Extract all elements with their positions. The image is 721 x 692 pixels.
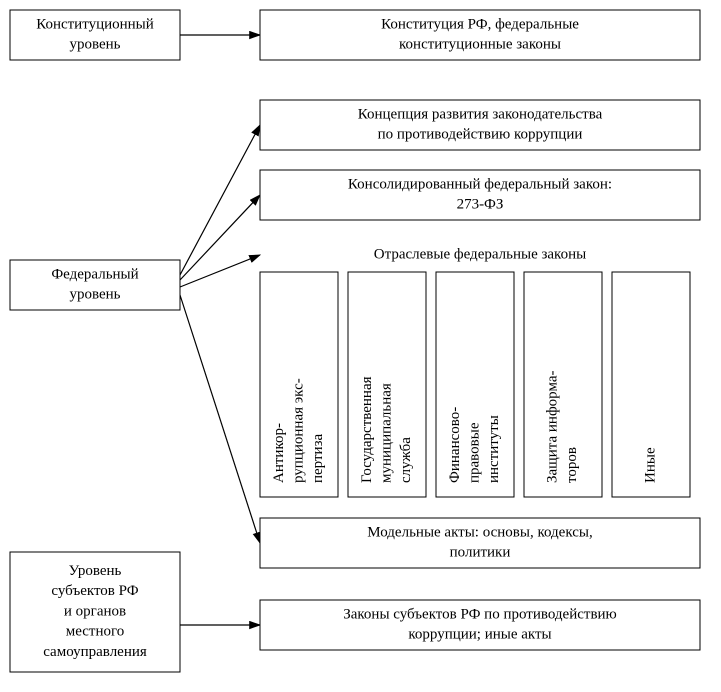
vnode-v3-label: правовые [466,422,482,483]
node-subj_level-label: и органов [64,603,126,619]
node-consolidated: Консолидированный федеральный закон: 273-… [260,170,700,220]
vnode-v2-label: служба [398,437,414,483]
node-const_docs-label: конституционные законы [399,37,561,53]
node-consolidated-label: 273-ФЗ [457,197,504,213]
vnode-v2-label: муниципальная [378,383,394,483]
vnode-v1: Антикор-рупционная экс-пертиза [260,272,338,497]
node-const_docs: Конституция РФ, федеральные конституционн… [260,10,700,60]
vnode-v3: Финансово-правовыеинституты [436,272,514,497]
vnode-v4-label: Защита информа- [545,371,561,484]
node-model_acts-label: Модельные акты: основы, кодексы, [367,524,592,540]
node-concept-label: Концепция развития законодательства [358,106,603,122]
node-subj_laws-label: Законы субъектов РФ по противодействию [343,606,617,622]
node-subj_laws-label: коррупции; иные акты [408,627,551,643]
vnode-v4: Защита информа-торов [524,272,602,497]
vnode-v3-label: институты [486,415,502,483]
node-const_level: Конституционный уровень [10,10,180,60]
edge-fed_level-to-branch_title [180,255,260,287]
node-const_level-label: Конституционный [36,16,154,32]
node-consolidated-label: Консолидированный федеральный закон: [348,176,612,192]
node-subj_level-label: субъектов РФ [51,583,138,599]
edge-fed_level-to-consolidated [180,195,260,280]
node-subj_level-label: Уровень [69,563,122,579]
vnode-v3-label: Финансово- [447,407,463,483]
node-const_level-label: уровень [69,37,120,53]
hierarchy-diagram: Конституционный уровень Конституция РФ, фе… [0,0,721,687]
node-subj_level: Уровень субъектов РФ и органов местного само… [10,552,180,672]
node-model_acts: Модельные акты: основы, кодексы, политики [260,518,700,568]
vnode-v2: Государственнаямуниципальнаяслужба [348,272,426,497]
node-subj_laws: Законы субъектов РФ по противодействию ко… [260,600,700,650]
node-concept-label: по противодействию коррупции [378,127,583,143]
vnode-v1-label: Антикор- [271,423,287,483]
edge-fed_level-to-model_acts [180,295,260,543]
vnode-v4-label: торов [564,447,580,483]
node-branch_title: Отраслевые федеральные законы [374,246,586,262]
vnode-v2-label: Государственная [359,376,375,483]
vnode-v5: Иные [612,272,690,497]
node-model_acts-label: политики [450,545,511,561]
node-fed_level: Федеральный уровень [10,260,180,310]
vnode-v1-label: рупционная экс- [290,378,306,483]
node-concept: Концепция развития законодательства по пр… [260,100,700,150]
vnode-v1-label: пертиза [310,434,326,483]
node-branch_title-label: Отраслевые федеральные законы [374,246,586,262]
edge-fed_level-to-concept [180,125,260,275]
node-fed_level-label: Федеральный [51,266,138,282]
node-subj_level-label: местного [66,624,125,640]
node-fed_level-label: уровень [69,287,120,303]
node-const_docs-label: Конституция РФ, федеральные [381,16,579,32]
node-subj_level-label: самоуправления [43,644,147,660]
vnode-v5-label: Иные [642,447,658,483]
